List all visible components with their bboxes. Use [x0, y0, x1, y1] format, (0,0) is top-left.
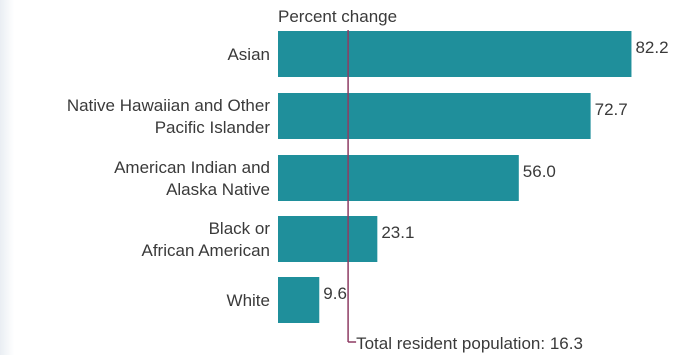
value-label: 9.6: [323, 284, 347, 303]
bars-group: 82.2 Asian 72.7 Native Hawaiian and Other Pa…: [67, 31, 669, 323]
category-label: Black or: [209, 219, 271, 238]
category-label: Alaska Native: [166, 180, 270, 199]
value-label: 56.0: [523, 162, 556, 181]
bar: [278, 155, 519, 201]
value-label: 72.7: [595, 100, 628, 119]
reference-line-label: Total resident population: 16.3: [356, 334, 583, 353]
bar: [278, 277, 320, 323]
category-label: African American: [142, 241, 271, 260]
category-label: American Indian and: [114, 158, 270, 177]
bar: [278, 216, 378, 262]
value-label: 82.2: [635, 38, 668, 57]
category-label: White: [227, 291, 270, 310]
bar: [278, 93, 591, 139]
edge-shade: [0, 0, 14, 355]
bar: [278, 31, 632, 77]
x-axis-title: Percent change: [278, 7, 397, 26]
value-label: 23.1: [381, 223, 414, 242]
category-label: Pacific Islander: [155, 118, 271, 137]
category-label: Native Hawaiian and Other: [67, 96, 271, 115]
category-label: Asian: [227, 45, 270, 64]
